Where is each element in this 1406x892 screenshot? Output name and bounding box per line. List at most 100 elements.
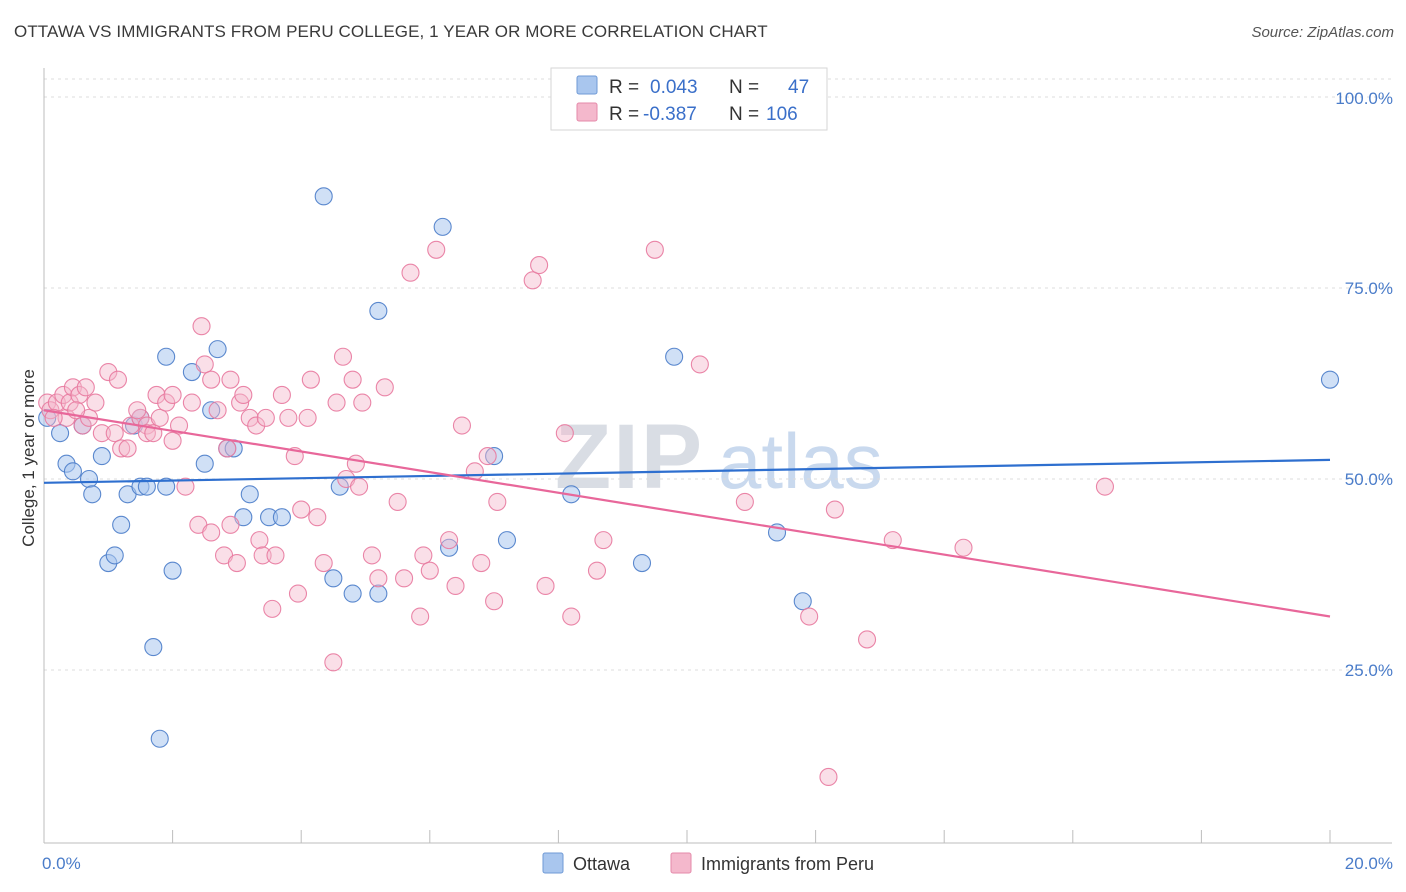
peru-point-20 [137, 424, 156, 443]
ottawa-point-18 [163, 561, 182, 580]
legend-n-label-ottawa: N = [729, 77, 759, 98]
ottawa-point-3 [63, 462, 82, 481]
ottawa-point-17 [157, 477, 176, 496]
watermark-atlas: atlas [718, 417, 883, 505]
peru-point-78 [472, 553, 491, 573]
peru-point-66 [369, 569, 388, 588]
peru-point-73 [427, 240, 446, 259]
ottawa-point-34 [369, 584, 388, 603]
peru-point-99 [401, 263, 420, 282]
peru-point-85 [555, 424, 574, 443]
legend-r-value-ottawa: 0.043 [650, 77, 698, 98]
legend-swatch-ottawa [576, 75, 598, 95]
ottawa-point-42 [665, 347, 684, 366]
peru-point-5 [60, 393, 79, 412]
ottawa-point-23 [208, 340, 227, 359]
peru-point-69 [395, 569, 414, 588]
peru-point-41 [240, 408, 259, 427]
peru-point-23 [150, 408, 169, 427]
ottawa-point-5 [83, 485, 102, 504]
ottawa-point-36 [433, 217, 452, 236]
peru-point-61 [343, 370, 362, 389]
ottawa-point-16 [150, 729, 169, 748]
peru-point-71 [414, 546, 433, 565]
legend-n-value-ottawa: 47 [788, 77, 809, 98]
ottawa-point-1 [51, 424, 70, 443]
peru-point-105 [221, 515, 240, 534]
y-tick-label-25: 25.0% [1345, 661, 1393, 680]
y-axis-label: College, 1 year or more [19, 369, 38, 547]
peru-point-70 [411, 607, 430, 626]
peru-point-36 [218, 439, 237, 458]
peru-point-67 [375, 378, 394, 397]
peru-point-92 [800, 607, 819, 626]
bottom-legend-swatch-ottawa [542, 852, 564, 874]
ottawa-point-6 [92, 447, 111, 466]
peru-point-100 [44, 408, 63, 427]
x-tick-label-max: 20.0% [1345, 854, 1393, 873]
peru-point-14 [108, 370, 127, 389]
peru-point-89 [645, 240, 664, 259]
legend-r-value-peru: -0.387 [643, 104, 697, 125]
peru-point-96 [954, 538, 973, 557]
peru-point-3 [54, 385, 73, 405]
peru-point-44 [253, 546, 272, 565]
y-tick-label-75: 75.0% [1345, 279, 1393, 298]
peru-points [38, 240, 1114, 787]
peru-point-25 [163, 385, 182, 405]
peru-point-49 [279, 408, 298, 427]
ottawa-points [38, 187, 1340, 748]
peru-point-103 [128, 401, 147, 420]
ottawa-point-22 [202, 401, 221, 420]
ottawa-point-4 [79, 469, 99, 489]
peru-point-75 [446, 576, 465, 596]
ottawa-point-9 [112, 515, 131, 534]
peru-point-104 [163, 431, 182, 450]
watermark: ZIP atlas [555, 406, 883, 508]
peru-point-13 [105, 424, 124, 443]
peru-point-57 [324, 653, 343, 672]
peru-point-72 [420, 561, 439, 580]
bottom-legend-label-peru: Immigrants from Peru [701, 854, 874, 874]
peru-point-63 [350, 477, 369, 496]
trend-lines [43, 409, 1331, 618]
peru-point-54 [301, 370, 320, 389]
ottawa-point-21 [195, 454, 214, 473]
legend-r-label-ottawa: R = [609, 77, 639, 98]
peru-point-76 [452, 416, 472, 435]
peru-point-46 [263, 599, 282, 618]
correlation-legend: R = 0.043 N = 47 R = -0.387 N = 106 [550, 67, 828, 131]
peru-point-93 [825, 500, 844, 519]
x-tick-label-min: 0.0% [42, 854, 81, 873]
peru-point-94 [857, 630, 877, 649]
ottawa-point-45 [1320, 370, 1340, 389]
peru-point-56 [314, 553, 333, 573]
peru-point-30 [192, 317, 211, 336]
peru-point-59 [333, 347, 353, 366]
peru-point-84 [536, 576, 555, 596]
peru-point-80 [485, 592, 504, 611]
ottawa-point-8 [105, 546, 124, 565]
legend-r-label-peru: R = [609, 104, 639, 125]
peru-point-12 [99, 362, 118, 382]
peru-point-79 [478, 447, 497, 466]
y-tick-label-100: 100.0% [1335, 89, 1393, 108]
peru-point-87 [587, 561, 607, 580]
bottom-legend-swatch-peru [670, 852, 692, 874]
peru-point-58 [327, 393, 346, 412]
series-legend: Ottawa Immigrants from Peru [542, 852, 874, 874]
ottawa-point-37 [440, 538, 459, 557]
peru-point-40 [234, 385, 253, 405]
legend-n-label-peru: N = [729, 104, 759, 125]
peru-point-88 [594, 531, 613, 550]
ottawa-point-14 [137, 477, 156, 496]
peru-point-43 [250, 531, 269, 550]
x-tick-labels: 0.0% 20.0% [42, 854, 1393, 873]
peru-point-81 [488, 492, 507, 511]
axes [43, 68, 1392, 844]
peru-point-102 [76, 378, 95, 397]
ottawa-point-27 [240, 485, 259, 504]
chart-source: Source: ZipAtlas.com [1251, 24, 1394, 41]
peru-point-47 [266, 546, 285, 565]
